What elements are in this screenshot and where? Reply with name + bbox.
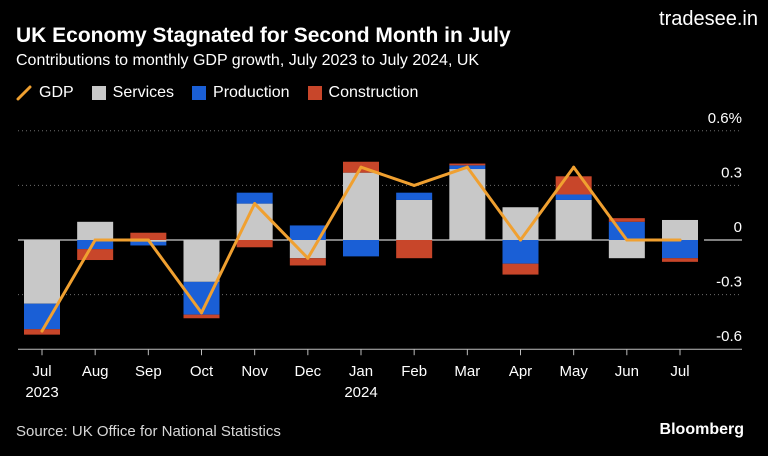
y-tick-label: 0.6%: [708, 110, 742, 127]
gdp-point-mar: [465, 165, 469, 169]
gdp-point-may: [572, 165, 576, 169]
bar-construction-jul: [662, 258, 698, 262]
chart-subtitle: Contributions to monthly GDP growth, Jul…: [16, 52, 480, 69]
x-tick-label: Jun: [615, 363, 639, 380]
source-note: Source: UK Office for National Statistic…: [16, 423, 281, 440]
bar-services-nov: [236, 203, 273, 240]
bar-production-apr: [502, 240, 539, 264]
x-year-label: 2024: [344, 384, 377, 401]
production-swatch: [192, 86, 207, 100]
gdp-point-sep: [146, 238, 150, 242]
bar-construction-aug: [77, 249, 114, 261]
bar-production-jan: [343, 240, 379, 257]
x-tick-label: Feb: [401, 363, 427, 380]
bar-construction-oct: [183, 314, 220, 319]
legend-label-construction: Construction: [328, 84, 419, 101]
watermark: tradesee.in: [659, 8, 758, 30]
x-tick-label: Apr: [509, 363, 532, 380]
construction-swatch: [307, 86, 322, 100]
x-tick-label: Nov: [241, 363, 268, 380]
gdp-swatch-line: [16, 85, 32, 101]
y-tick-label: 0.3: [721, 164, 742, 181]
x-tick-label: Jul: [32, 363, 51, 380]
x-tick-label: Sep: [135, 363, 162, 380]
bar-production-jul: [662, 240, 698, 259]
gdp-point-jun: [625, 238, 629, 242]
bar-construction-apr: [502, 263, 539, 275]
bar-services-oct: [183, 240, 220, 282]
y-tick-label: -0.6: [716, 328, 742, 345]
legend-label-services: Services: [112, 84, 175, 101]
bar-production-nov: [236, 192, 273, 204]
bar-production-feb: [396, 192, 433, 200]
gdp-point-dec: [306, 256, 310, 260]
bar-services-jun: [608, 240, 645, 259]
bar-services-feb: [396, 199, 433, 240]
gdp-point-jul: [678, 238, 682, 242]
bar-construction-jun: [608, 218, 645, 222]
gdp-point-oct: [200, 311, 203, 315]
chart-title: UK Economy Stagnated for Second Month in…: [16, 24, 511, 47]
x-tick-label: Aug: [82, 363, 109, 380]
bar-production-sep: [130, 241, 167, 246]
gdp-point-feb: [412, 183, 416, 187]
gdp-line-icon: [16, 85, 32, 101]
bar-services-jul: [662, 219, 698, 240]
bar-services-jan: [343, 172, 379, 240]
y-tick-label: 0: [734, 219, 742, 236]
legend-label-gdp: GDP: [39, 84, 74, 101]
x-tick-label: Dec: [294, 363, 321, 380]
x-tick-label: May: [559, 363, 588, 380]
bar-construction-sep: [130, 232, 167, 240]
gdp-point-aug: [93, 238, 97, 242]
x-tick-label: Oct: [190, 363, 214, 380]
gdp-point-jan: [359, 165, 363, 169]
x-tick-label: Jan: [349, 363, 373, 380]
legend-item-services: Services: [91, 84, 175, 102]
y-tick-label: -0.3: [716, 274, 742, 291]
brand-logo: Bloomberg: [659, 421, 744, 438]
bar-construction-feb: [396, 240, 433, 259]
legend-label-production: Production: [213, 84, 290, 101]
x-tick-label: Jul: [670, 363, 689, 380]
chart-legend: GDP Services Production Construction: [16, 84, 418, 102]
gdp-point-jul: [40, 329, 44, 333]
x-tick-label: Mar: [454, 363, 480, 380]
bar-production-aug: [77, 240, 114, 250]
bar-production-dec: [289, 225, 326, 240]
x-year-label: 2023: [25, 384, 58, 401]
legend-item-gdp: GDP: [16, 84, 74, 102]
bar-construction-mar: [449, 163, 486, 166]
bar-construction-nov: [236, 240, 273, 248]
bar-construction-dec: [289, 258, 326, 266]
gdp-point-nov: [253, 202, 257, 206]
gdp-point-apr: [519, 238, 522, 242]
bar-services-mar: [449, 169, 486, 240]
bar-services-may: [555, 199, 592, 240]
bar-services-jul: [24, 240, 60, 304]
legend-item-construction: Construction: [307, 84, 419, 102]
services-swatch: [91, 86, 106, 100]
legend-item-production: Production: [192, 84, 290, 102]
bar-production-may: [555, 194, 592, 200]
bar-services-aug: [77, 221, 114, 240]
